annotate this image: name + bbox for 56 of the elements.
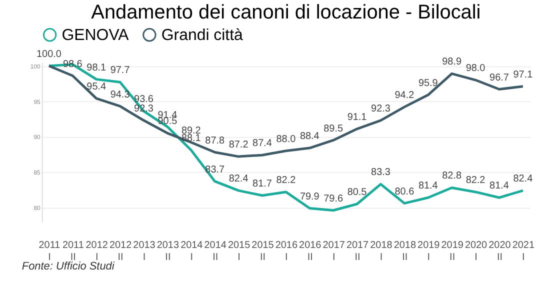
- data-label: 95.9: [418, 78, 438, 89]
- data-label: 89.5: [324, 123, 344, 134]
- data-label: 94.3: [110, 89, 130, 100]
- x-tick-label: 2018 I: [370, 240, 393, 264]
- data-label: 96.7: [490, 72, 510, 84]
- data-label: 92.3: [371, 103, 391, 114]
- data-label: 79.9: [300, 191, 320, 202]
- data-label: 97.1: [513, 69, 534, 80]
- x-tick-label: 2014 I: [180, 240, 204, 264]
- data-label: 87.2: [228, 140, 249, 151]
- data-label: 88.1: [181, 133, 202, 144]
- data-label: 87.4: [252, 138, 272, 150]
- data-label: 88.0: [276, 134, 296, 145]
- x-tick-label: 2011 I: [38, 240, 61, 264]
- data-label: 80.6: [394, 186, 415, 198]
- data-label: 94.2: [394, 90, 415, 101]
- data-label: 97.7: [110, 65, 130, 76]
- x-tick-label: 2012 I: [86, 240, 108, 264]
- data-label: 81.4: [418, 180, 438, 192]
- data-label: 81.7: [252, 178, 272, 190]
- x-tick-label: 2019 I: [418, 240, 440, 264]
- data-label: 95.4: [86, 81, 106, 92]
- data-label: 100.0: [36, 48, 62, 60]
- x-tick-label: 2017 II: [346, 240, 370, 264]
- x-tick-label: 2020 I: [464, 240, 488, 264]
- x-tick-label: 2013 II: [156, 240, 180, 264]
- data-label: 82.2: [466, 174, 486, 186]
- data-label: 91.1: [347, 112, 368, 123]
- x-tick-label: 2016 II: [299, 240, 322, 264]
- data-label: 98.0: [466, 63, 486, 74]
- x-tick-label: 2013 I: [133, 240, 156, 264]
- source-note: Fonte: Ufficio Studi: [22, 260, 115, 273]
- data-label: 79.6: [324, 193, 344, 204]
- x-tick-label: 2015 I: [228, 240, 251, 264]
- x-tick-label: 2021 I: [512, 240, 535, 264]
- data-label: 81.4: [490, 180, 510, 192]
- legend-label: GENOVA: [62, 26, 130, 44]
- x-tick-label: 2017 I: [322, 240, 346, 264]
- x-tick-label: 2016 I: [275, 240, 298, 264]
- data-label: 82.4: [513, 174, 534, 185]
- data-label: 82.2: [276, 174, 296, 186]
- data-label: 80.5: [347, 187, 368, 198]
- data-label: 98.9: [442, 56, 462, 68]
- chart-title: Andamento dei canoni di locazione - Bilocali: [91, 1, 481, 24]
- x-tick-label: 2014 II: [204, 240, 227, 264]
- data-label: 83.3: [371, 167, 391, 178]
- legend-label: Grandi città: [161, 26, 244, 44]
- x-tick-label: 2020 II: [488, 240, 512, 264]
- data-label: 88.4: [300, 131, 320, 142]
- data-label: 98.1: [86, 62, 106, 74]
- x-tick-label: 2019 II: [441, 240, 464, 264]
- data-label: 87.8: [205, 135, 225, 146]
- x-tick-label: 2015 II: [252, 240, 274, 264]
- data-label: 82.4: [228, 174, 249, 185]
- x-tick-label: 2018 II: [394, 240, 416, 264]
- data-label: 82.8: [442, 170, 462, 182]
